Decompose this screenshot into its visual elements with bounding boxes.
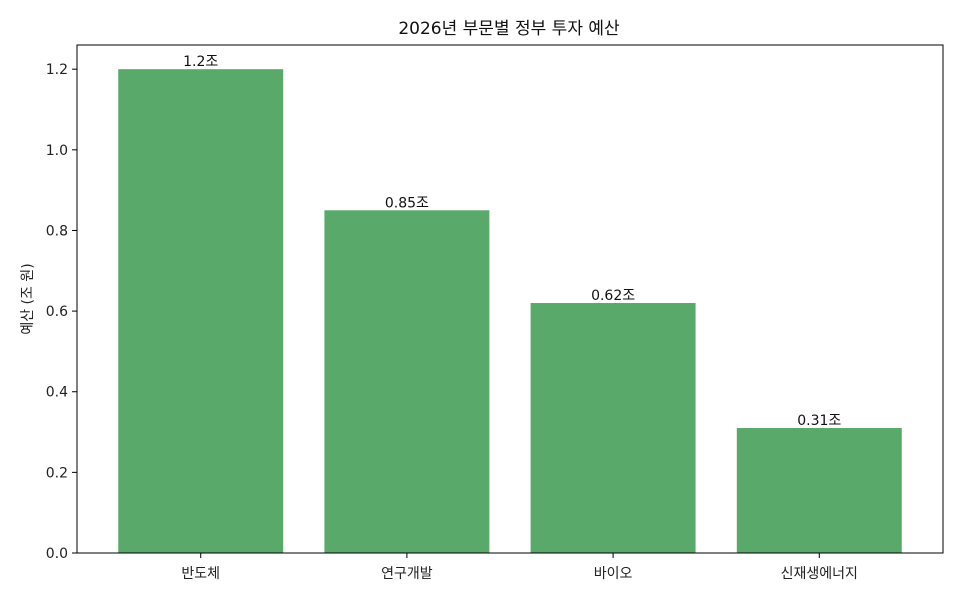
bars-group: 1.2조 0.85조 0.62조 0.31조 — [118, 54, 902, 554]
bar — [736, 428, 902, 553]
x-tick-label: 바이오 — [594, 566, 633, 582]
y-axis-label: 예산 (조 원) — [20, 263, 36, 334]
bar — [324, 210, 490, 554]
y-tick-label: 0.2 — [46, 465, 68, 481]
x-tick-label: 연구개발 — [381, 566, 433, 582]
y-tick-label: 1.2 — [46, 62, 68, 78]
plot-frame — [76, 44, 944, 554]
chart-title: 2026년 부문별 정부 투자 예산 — [398, 19, 620, 39]
x-tick-label: 반도체 — [181, 566, 220, 582]
bar-value-label: 0.62조 — [591, 288, 635, 304]
y-tick-label: 0.6 — [46, 304, 68, 320]
bar-value-label: 0.31조 — [797, 413, 841, 429]
x-tick-label: 신재생에너지 — [781, 566, 858, 582]
bar-value-label: 1.2조 — [183, 54, 218, 70]
y-axis: 0.0 0.2 0.4 0.6 0.8 1.0 1.2 — [46, 62, 77, 562]
y-tick-label: 0.0 — [46, 546, 68, 562]
y-tick-label: 1.0 — [46, 143, 68, 159]
bar — [530, 303, 696, 553]
y-tick-label: 0.4 — [46, 385, 68, 401]
x-axis: 반도체 연구개발 바이오 신재생에너지 — [181, 553, 858, 582]
y-tick-label: 0.8 — [46, 223, 68, 239]
bar-value-label: 0.85조 — [385, 195, 429, 211]
bar — [118, 69, 284, 553]
